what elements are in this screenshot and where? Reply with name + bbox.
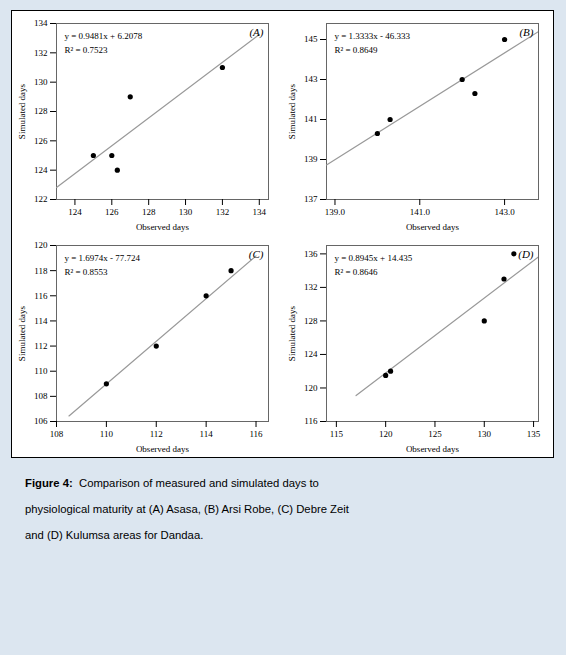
svg-text:116: 116 [34,291,48,301]
svg-text:Simulated days: Simulated days [287,83,297,139]
svg-text:Observed days: Observed days [136,444,190,454]
svg-text:126: 126 [105,207,119,217]
svg-text:137: 137 [304,194,318,204]
svg-text:124: 124 [34,165,48,175]
svg-text:116: 116 [304,416,318,426]
svg-text:139: 139 [304,154,318,164]
svg-text:132: 132 [216,207,230,217]
svg-text:139.0: 139.0 [325,207,346,217]
svg-text:y = 0.8945x + 14.435R² = 0.864: y = 0.8945x + 14.435R² = 0.8646 [335,253,413,276]
svg-text:y = 1.6974x - 77.724R² = 0.855: y = 1.6974x - 77.724R² = 0.8553 [65,253,141,276]
svg-text:Simulated days: Simulated days [17,305,27,361]
svg-text:134: 134 [253,207,267,217]
svg-text:125: 125 [428,429,442,439]
svg-text:120: 120 [379,429,393,439]
svg-text:134: 134 [34,18,48,28]
svg-text:132: 132 [34,48,48,58]
svg-text:(D): (D) [518,248,534,261]
svg-text:108: 108 [34,391,48,401]
svg-text:118: 118 [34,266,48,276]
svg-text:130: 130 [179,207,193,217]
svg-text:(A): (A) [249,26,263,39]
svg-text:128: 128 [304,316,318,326]
svg-text:128: 128 [142,207,156,217]
svg-text:143: 143 [304,74,318,84]
svg-text:114: 114 [200,429,214,439]
svg-text:Observed days: Observed days [406,222,460,232]
svg-text:120: 120 [304,383,318,393]
svg-text:106: 106 [34,416,48,426]
html-text:and (D) Kulumsa areas for Dand: and (D) Kulumsa areas for Dandaa. [25,529,204,541]
svg-text:(B): (B) [519,26,533,39]
svg-text:126: 126 [34,136,48,146]
svg-text:115: 115 [330,429,344,439]
html-text:Figure 4: Comparison of measur: Figure 4: Comparison of measured and sim… [25,477,319,489]
svg-text:128: 128 [34,106,48,116]
svg-text:y = 1.3333x - 46.333R² = 0.864: y = 1.3333x - 46.333R² = 0.8649 [335,31,411,54]
svg-text:124: 124 [68,207,82,217]
svg-text:Observed days: Observed days [406,444,460,454]
svg-text:116: 116 [249,429,263,439]
svg-text:Simulated days: Simulated days [17,83,27,139]
svg-text:110: 110 [100,429,114,439]
svg-text:143.0: 143.0 [494,207,515,217]
svg-text:112: 112 [34,341,47,351]
svg-text:130: 130 [478,429,492,439]
svg-text:122: 122 [34,194,48,204]
html-text:physiological maturity at (A): physiological maturity at (A) Asasa, (B)… [25,503,349,515]
svg-text:112: 112 [150,429,163,439]
svg-text:124: 124 [304,349,318,359]
svg-text:110: 110 [34,366,48,376]
svg-text:(C): (C) [249,248,264,261]
svg-text:135: 135 [527,429,541,439]
svg-text:Observed days: Observed days [136,222,190,232]
svg-text:114: 114 [34,316,48,326]
svg-text:Simulated days: Simulated days [287,305,297,361]
svg-text:y = 0.9481x + 6.2078R² = 0.752: y = 0.9481x + 6.2078R² = 0.7523 [65,31,143,54]
svg-text:130: 130 [34,77,48,87]
svg-text:145: 145 [304,34,318,44]
svg-text:108: 108 [50,429,64,439]
svg-text:136: 136 [304,249,318,259]
svg-text:141: 141 [304,114,318,124]
svg-text:132: 132 [304,282,318,292]
svg-text:120: 120 [34,240,48,250]
svg-text:141.0: 141.0 [410,207,431,217]
